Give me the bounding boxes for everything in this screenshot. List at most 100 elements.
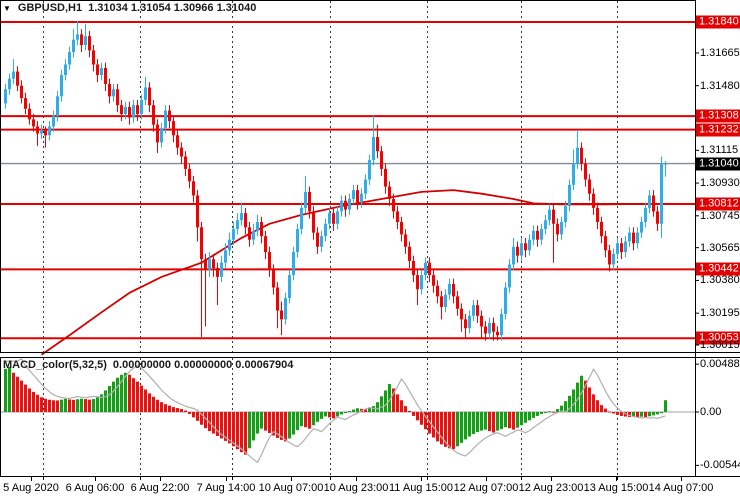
macd-bar	[356, 408, 359, 412]
candle	[144, 87, 147, 100]
candle	[344, 200, 347, 210]
main-pane[interactable]	[0, 0, 695, 353]
macd-axis-label: 0.0048851	[700, 358, 740, 371]
macd-bar	[60, 399, 63, 412]
macd-bar	[64, 398, 67, 412]
symbol-dropdown-icon[interactable]: ▼	[3, 3, 11, 13]
candle	[640, 221, 643, 233]
macd-bar	[456, 412, 459, 447]
candle	[568, 184, 571, 207]
macd-bar	[364, 409, 367, 412]
time-axis-label: 10 Aug 07:00	[258, 482, 324, 494]
macd-bar	[156, 399, 159, 412]
candle	[380, 151, 383, 169]
candle	[8, 78, 11, 90]
candle	[556, 223, 559, 235]
candle	[660, 163, 663, 224]
macd-bar	[272, 412, 275, 436]
ohlc-values: 1.31034 1.31054 1.30966 1.31040	[88, 2, 257, 14]
macd-bar	[280, 412, 283, 440]
macd-bar	[164, 404, 167, 412]
macd-bar	[572, 389, 575, 412]
macd-bar	[80, 398, 83, 412]
macd-bar	[532, 412, 535, 418]
symbol-period-label: GBPUSD,H1	[17, 2, 83, 14]
candle	[136, 105, 139, 115]
macd-name-label: MACD_color(5,32,5)	[3, 359, 107, 371]
macd-bar	[648, 412, 651, 417]
macd-bar	[184, 410, 187, 412]
macd-bar	[664, 400, 667, 412]
candle	[132, 105, 135, 118]
macd-signal-line	[5, 357, 666, 464]
candle	[204, 259, 207, 270]
candle	[120, 105, 123, 115]
macd-bar	[444, 412, 447, 447]
macd-bar	[244, 412, 247, 455]
macd-bar	[48, 399, 51, 412]
macd-bar	[264, 412, 267, 431]
macd-bar	[132, 378, 135, 412]
macd-bar	[168, 405, 171, 412]
macd-bar	[116, 377, 119, 412]
candle	[148, 87, 151, 106]
candle	[408, 246, 411, 261]
macd-bar	[180, 409, 183, 412]
candle	[88, 36, 91, 51]
macd-bar	[172, 407, 175, 412]
candle	[512, 246, 515, 265]
candle	[544, 220, 547, 230]
macd-bar	[660, 412, 663, 414]
candle	[332, 213, 335, 224]
macd-bar	[608, 411, 611, 413]
candle	[160, 128, 163, 143]
candle	[648, 195, 651, 208]
macd-bar	[512, 412, 515, 430]
macd-bar	[12, 372, 15, 412]
candle	[128, 106, 131, 118]
candle	[268, 252, 271, 270]
candle	[396, 211, 399, 222]
candle	[468, 315, 471, 329]
candle	[252, 230, 255, 240]
candle	[584, 163, 587, 180]
price-axis-label: 1.30745	[700, 209, 740, 222]
candle	[628, 232, 631, 242]
macd-bar	[416, 412, 419, 421]
macd-title: MACD_color(5,32,5) 0.00000000 0.00000000…	[3, 359, 293, 371]
candle	[176, 135, 179, 148]
candle	[532, 230, 535, 240]
macd-bar	[232, 412, 235, 447]
time-axis-label: 11 Aug 15:00	[388, 482, 454, 494]
candle	[240, 213, 243, 221]
macd-bar	[524, 412, 527, 423]
candle	[448, 283, 451, 295]
time-axis-label: 12 Aug 07:00	[453, 482, 519, 494]
candle	[460, 308, 463, 320]
candle	[280, 310, 283, 320]
macd-bar	[396, 394, 399, 412]
macd-bar	[8, 366, 11, 412]
candle	[352, 190, 355, 199]
candle	[588, 179, 591, 194]
candle	[324, 223, 327, 237]
candle	[36, 126, 39, 134]
macd-bar	[468, 412, 471, 437]
macd-bar	[188, 412, 191, 414]
macd-bar	[484, 412, 487, 430]
macd-bar	[260, 412, 263, 429]
candle	[664, 163, 667, 165]
macd-bar	[392, 388, 395, 412]
candle	[436, 285, 439, 297]
candle	[84, 36, 87, 46]
macd-bar	[88, 399, 91, 412]
macd-bar	[656, 412, 659, 415]
candle	[80, 34, 83, 46]
price-level-badge: 1.30442	[696, 262, 740, 276]
macd-bar	[84, 399, 87, 412]
candle	[416, 275, 419, 290]
candle	[256, 221, 259, 231]
macd-bar	[252, 412, 255, 441]
macd-pane[interactable]	[0, 357, 695, 477]
